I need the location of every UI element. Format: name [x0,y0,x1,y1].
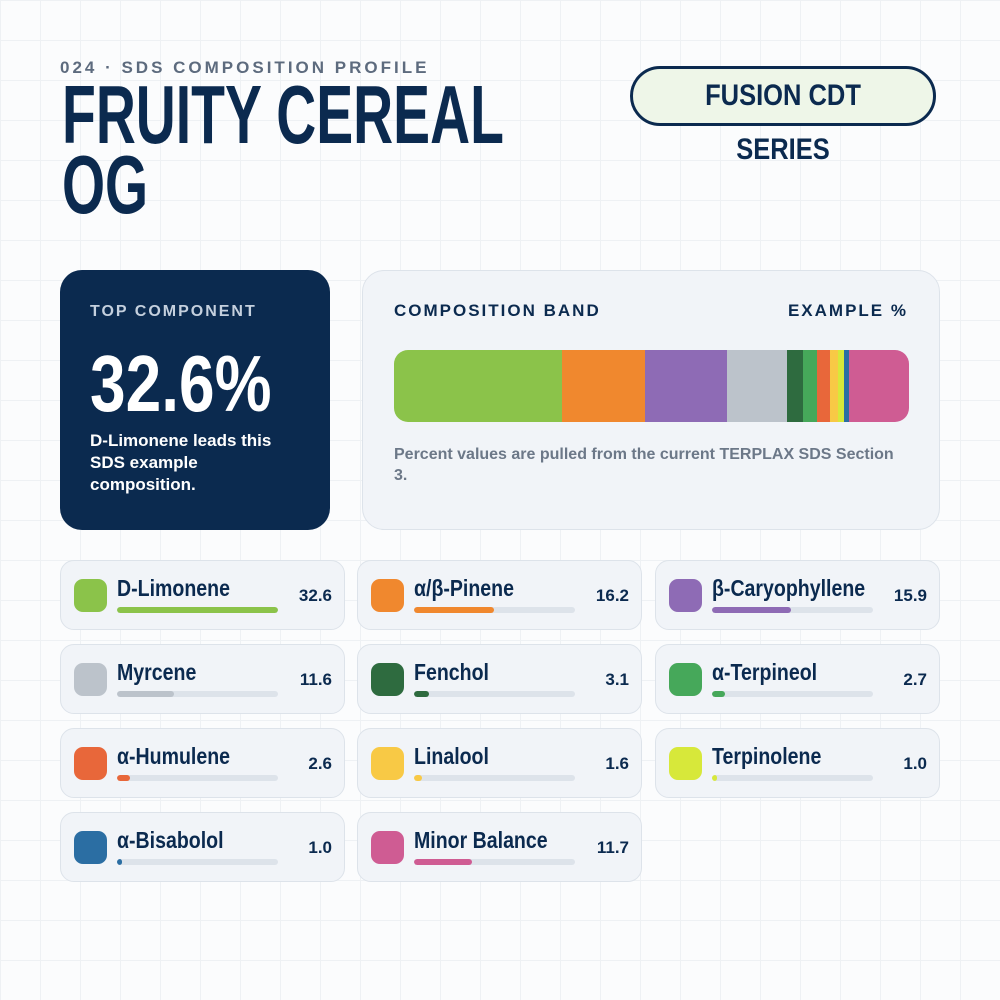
component-card: β-Caryophyllene 15.9 [655,560,940,630]
band-segment [394,350,562,422]
bar [414,859,472,865]
bar-track [414,607,575,613]
bar-track [414,859,575,865]
component-value: 1.0 [903,754,927,773]
swatch [74,579,107,612]
component-name: Terpinolene [712,743,822,769]
component-card: Fenchol 3.1 [357,644,642,714]
bar [117,775,130,781]
band-segment [816,350,831,422]
component-card: α-Humulene 2.6 [60,728,345,798]
top-note: D-Limonene leads this SDS example compos… [90,431,272,494]
swatch [669,663,702,696]
swatch [371,663,404,696]
component-name: Linalool [414,743,489,769]
band-segment [843,350,849,422]
component-card: Terpinolene 1.0 [655,728,940,798]
component-value: 1.0 [308,838,332,857]
band-segment [838,350,844,422]
swatch [74,747,107,780]
component-value: 2.6 [308,754,332,773]
band-unit: EXAMPLE % [787,301,908,320]
bar [117,607,278,613]
component-name: Myrcene [117,659,197,685]
swatch [74,831,107,864]
band-card: COMPOSITION BAND EXAMPLE % Percent value… [362,270,940,530]
component-name: α-Bisabolol [117,827,224,853]
badge: FUSION CDT SERIES [630,66,936,166]
component-value: 15.9 [893,586,927,605]
band-segment [561,350,646,422]
bar-track [414,775,575,781]
component-name: Minor Balance [414,827,548,853]
bar [414,775,422,781]
bar-track [712,607,873,613]
swatch [371,831,404,864]
band-segment [645,350,728,422]
top-value: 32.6% [90,339,272,428]
bar-track [712,691,873,697]
swatch [669,747,702,780]
top-card: TOP COMPONENT 32.6% D-Limonene leads thi… [60,270,330,530]
bar-track [117,607,278,613]
badge-text: FUSION CDT SERIES [705,79,861,166]
component-card: D-Limonene 32.6 [60,560,345,630]
component-name: α-Terpineol [712,659,818,685]
band-label: COMPOSITION BAND [394,301,601,320]
top-label: TOP COMPONENT [90,303,257,320]
swatch [669,579,702,612]
component-name: α/β-Pinene [414,575,514,601]
bar-track [712,775,873,781]
band-segment [786,350,803,422]
component-name: β-Caryophyllene [712,575,866,601]
component-card: α-Bisabolol 1.0 [60,812,345,882]
bar [712,607,791,613]
component-value: 3.1 [605,670,629,689]
band-segment [802,350,817,422]
component-value: 2.7 [903,670,927,689]
bar [117,691,175,697]
component-value: 11.6 [299,670,332,689]
swatch [371,579,404,612]
band-segment [727,350,787,422]
component-card: α/β-Pinene 16.2 [357,560,642,630]
bar [117,859,122,865]
component-value: 16.2 [595,586,629,605]
component-name: D-Limonene [117,575,230,601]
bar [414,691,430,697]
component-card: α-Terpineol 2.7 [655,644,940,714]
component-value: 1.6 [605,754,629,773]
bar-track [117,859,278,865]
component-card: Minor Balance 11.7 [357,812,642,882]
component-value: 11.7 [596,838,629,857]
band-segment [830,350,839,422]
bar-track [414,691,575,697]
bar-track [117,775,278,781]
eyebrow: 024 · SDS COMPOSITION PROFILE [60,58,430,77]
component-card: Linalool 1.6 [357,728,642,798]
bar [712,775,717,781]
bar [712,691,726,697]
bar [414,607,494,613]
component-name: α-Humulene [117,743,231,769]
band-note: Percent values are pulled from the curre… [394,446,894,484]
swatch [74,663,107,696]
bar-track [117,691,278,697]
component-name: Fenchol [414,659,489,685]
composition-band [394,350,909,422]
component-value: 32.6 [298,586,332,605]
band-segment [848,350,909,422]
component-card: Myrcene 11.6 [60,644,345,714]
swatch [371,747,404,780]
title: FRUITY CEREAL OG [62,68,503,231]
